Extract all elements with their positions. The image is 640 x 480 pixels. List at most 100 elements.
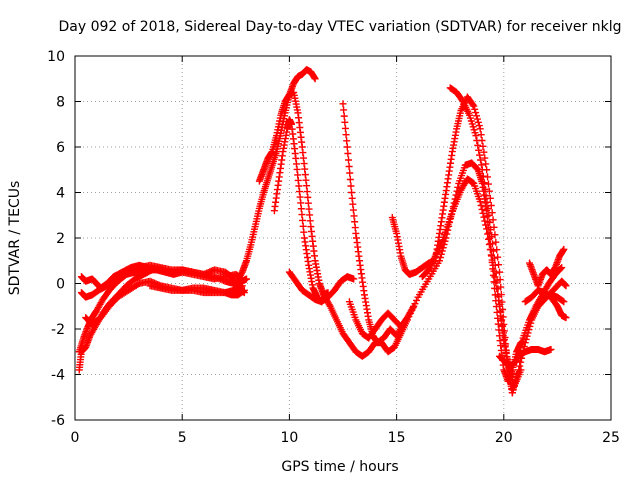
data-point <box>489 261 497 269</box>
data-point <box>343 143 351 151</box>
data-point <box>351 224 359 232</box>
data-point <box>476 151 484 159</box>
data-point <box>494 253 502 261</box>
data-point <box>496 276 504 284</box>
data-point <box>485 211 493 219</box>
x-tick-label: 25 <box>602 430 620 446</box>
data-point <box>406 309 414 317</box>
data-point <box>346 176 354 183</box>
data-point <box>305 205 313 213</box>
data-point <box>485 241 493 248</box>
data-point <box>311 75 319 83</box>
data-point <box>493 246 501 254</box>
data-point <box>482 192 490 200</box>
data-point <box>300 228 308 236</box>
data-point <box>350 275 358 283</box>
data-point <box>486 218 494 226</box>
series-arc-g <box>232 66 319 287</box>
data-point <box>347 182 355 190</box>
data-point <box>492 279 500 287</box>
data-point <box>513 372 521 380</box>
data-point <box>473 112 481 120</box>
data-point <box>522 335 530 343</box>
data-point <box>343 137 351 145</box>
data-point <box>297 205 305 213</box>
series-arc-w <box>526 245 568 290</box>
data-point <box>346 169 354 177</box>
data-point <box>560 298 568 306</box>
data-point <box>413 296 421 304</box>
data-point <box>340 112 348 120</box>
data-point <box>514 369 522 377</box>
data-point <box>348 194 356 202</box>
data-point <box>304 199 312 207</box>
data-point <box>558 264 566 272</box>
data-point <box>492 238 500 246</box>
data-point <box>482 221 490 229</box>
data-point <box>480 148 488 156</box>
data-point <box>487 202 495 209</box>
data-point <box>509 385 517 393</box>
axes: 0 5 10 15 20 25 -6 -4 -2 0 2 4 6 8 10 <box>47 49 620 446</box>
data-point <box>296 193 304 201</box>
y-tick-label: 6 <box>56 140 65 156</box>
x-tick-label: 10 <box>280 430 298 446</box>
data-point <box>481 217 489 225</box>
data-point <box>480 213 488 221</box>
chart-title: Day 092 of 2018, Sidereal Day-to-day VTE… <box>59 19 622 35</box>
data-point <box>342 131 350 139</box>
data-point <box>471 105 479 113</box>
series-arc-m <box>345 298 418 342</box>
data-point <box>512 376 520 384</box>
data-point <box>560 245 568 253</box>
y-axis-label: SDTVAR / TECUs <box>7 181 23 296</box>
data-point <box>469 101 477 109</box>
data-point <box>508 389 516 397</box>
data-point <box>484 235 492 243</box>
data-point <box>495 296 503 304</box>
x-tick-label: 15 <box>388 430 406 446</box>
data-point <box>479 172 487 180</box>
data-point <box>405 313 413 321</box>
data-point <box>403 316 411 324</box>
data-point <box>483 225 491 233</box>
data-point <box>518 337 526 345</box>
data-point <box>297 199 305 207</box>
data-point <box>491 273 499 281</box>
series-arc-h <box>255 88 332 299</box>
data-point <box>494 291 502 299</box>
data-point <box>479 142 487 150</box>
series-arc-f <box>146 282 246 297</box>
data-point <box>477 202 485 209</box>
data-point <box>237 270 245 278</box>
data-point <box>496 268 504 276</box>
y-tick-label: -6 <box>51 413 65 429</box>
data-point <box>345 156 353 164</box>
series-arc-e <box>75 266 156 374</box>
data-point <box>240 286 248 294</box>
data-point <box>134 280 142 288</box>
data-point <box>493 285 501 293</box>
data-point <box>478 166 486 174</box>
data-point <box>238 282 246 290</box>
data-point <box>477 161 485 169</box>
data-point <box>517 341 525 349</box>
data-point <box>486 194 494 202</box>
data-point <box>473 115 481 123</box>
series-arc-j <box>285 268 358 306</box>
y-tick-label: 8 <box>56 95 65 111</box>
data-point <box>299 222 307 230</box>
data-point <box>515 350 523 358</box>
data-point <box>349 206 357 214</box>
data-point <box>341 124 349 132</box>
data-point <box>474 118 482 126</box>
data-point <box>350 212 358 220</box>
data-point <box>340 106 348 114</box>
data-point <box>557 265 565 273</box>
data-point <box>489 247 497 255</box>
data-point <box>299 216 307 224</box>
data-point <box>344 150 352 157</box>
x-tick-label: 5 <box>178 430 187 446</box>
data-point <box>562 282 570 290</box>
data-point <box>516 344 524 352</box>
